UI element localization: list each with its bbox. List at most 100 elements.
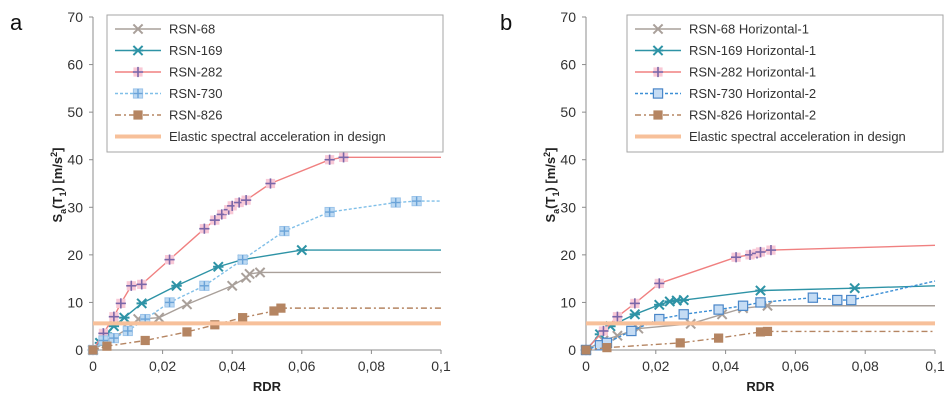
legend-label: RSN-730 — [169, 86, 222, 101]
series-layer — [580, 244, 936, 356]
x-tick-label: 0,08 — [852, 358, 879, 374]
x-tick-label: 0,08 — [358, 358, 385, 374]
data-point — [269, 306, 279, 316]
legend-box — [626, 14, 944, 153]
y-tick-label: 40 — [67, 152, 83, 168]
data-point — [653, 299, 665, 311]
x-tick-label: 0,02 — [149, 358, 176, 374]
series-4 — [88, 303, 441, 355]
y-tick-label: 70 — [67, 9, 83, 25]
x-tick-label: 0,06 — [782, 358, 809, 374]
legend-marker — [133, 110, 143, 120]
y-tick-label: 20 — [560, 247, 576, 263]
legend-label: RSN-282 Horizontal-1 — [689, 65, 816, 80]
legend-marker — [132, 88, 144, 99]
y-tick-label: 0 — [568, 342, 576, 358]
data-point — [755, 285, 766, 296]
data-point — [713, 304, 724, 315]
y-axis-label: Sa(T1) [m/s2] — [49, 147, 68, 222]
legend-label: RSN-68 — [169, 22, 215, 37]
legend-box — [106, 14, 444, 153]
legend-item: Elastic spectral acceleration in design — [115, 129, 386, 144]
legend-item: RSN-282 Horizontal-1 — [635, 65, 816, 80]
legend-marker — [652, 66, 664, 78]
legend-item: Elastic spectral acceleration in design — [635, 129, 906, 144]
data-point — [629, 298, 640, 309]
y-tick-label: 10 — [67, 294, 83, 310]
data-point — [108, 311, 119, 322]
legend-marker — [132, 66, 144, 78]
data-point — [296, 244, 308, 256]
legend-marker — [653, 110, 663, 120]
data-point — [182, 327, 192, 337]
data-point — [832, 294, 843, 306]
data-point — [654, 278, 665, 289]
legend: RSN-68 Horizontal-1 RSN-169 Horizontal-1 R… — [626, 14, 944, 153]
x-tick-label: 0 — [89, 358, 97, 374]
data-point — [126, 280, 137, 291]
legend-label: RSN-826 — [169, 108, 222, 123]
legend-item: RSN-68 — [115, 22, 215, 37]
data-point — [181, 299, 193, 310]
legend-item: RSN-282 — [115, 65, 222, 80]
legend-item: RSN-169 — [115, 43, 222, 58]
series-4 — [581, 326, 935, 355]
data-point — [164, 254, 175, 265]
data-point — [244, 268, 255, 280]
legend-label: Elastic spectral acceleration in design — [689, 129, 906, 144]
legend-item: RSN-730 Horizontal-2 — [635, 86, 816, 101]
legend-marker — [652, 45, 664, 56]
data-point — [755, 327, 766, 337]
x-axis-label: RDR — [746, 379, 775, 394]
data-point — [678, 294, 690, 306]
data-point — [755, 297, 766, 308]
data-point — [122, 325, 133, 337]
legend-marker — [652, 88, 664, 99]
data-point — [849, 282, 861, 294]
data-point — [237, 254, 248, 265]
panel-label: b — [500, 10, 512, 35]
x-axis-label: RDR — [253, 379, 282, 394]
data-point — [338, 152, 349, 163]
legend: RSN-68 RSN-169 RSN-282 RSN-730 RSN-826 Elasti… — [106, 14, 444, 153]
data-point — [714, 333, 724, 343]
series-2 — [87, 152, 441, 356]
x-tick-label: 0,02 — [642, 358, 669, 374]
series-tail-line — [854, 285, 936, 289]
data-point — [626, 325, 637, 337]
data-point — [755, 246, 766, 258]
legend-label: RSN-169 — [169, 43, 222, 58]
y-tick-label: 0 — [75, 342, 83, 358]
data-point — [581, 345, 591, 355]
y-tick-label: 20 — [67, 247, 83, 263]
data-point — [209, 215, 220, 226]
data-point — [265, 178, 276, 189]
data-point — [602, 343, 612, 353]
legend-label: RSN-68 Horizontal-1 — [689, 22, 809, 37]
data-point — [140, 335, 150, 346]
data-point — [241, 195, 252, 206]
legend-marker — [132, 45, 144, 56]
series-3 — [87, 196, 441, 356]
y-tick-label: 40 — [560, 152, 576, 168]
data-point — [675, 338, 685, 348]
data-point — [115, 298, 126, 309]
data-point — [238, 313, 248, 323]
x-tick-label: 0,1 — [925, 358, 945, 374]
data-point — [153, 312, 165, 323]
series-tail-line — [770, 244, 936, 251]
chart-a: a 0 10 20 30 40 50 60 70 0 0,02 0,04 0,06 0,08 0,1 RDR S… — [10, 9, 451, 394]
y-tick-label: 30 — [560, 199, 576, 215]
series-line — [92, 200, 417, 351]
data-point — [199, 280, 210, 291]
x-tick-label: 0 — [582, 358, 590, 374]
y-tick-label: 10 — [560, 294, 576, 310]
series-tail-line — [851, 280, 936, 301]
data-point — [119, 312, 130, 323]
data-point — [212, 261, 224, 273]
data-point — [216, 209, 227, 220]
legend-label: RSN-282 — [169, 65, 222, 80]
y-tick-label: 30 — [67, 199, 83, 215]
data-point — [678, 309, 689, 320]
legend-item: RSN-68 Horizontal-1 — [635, 22, 809, 37]
